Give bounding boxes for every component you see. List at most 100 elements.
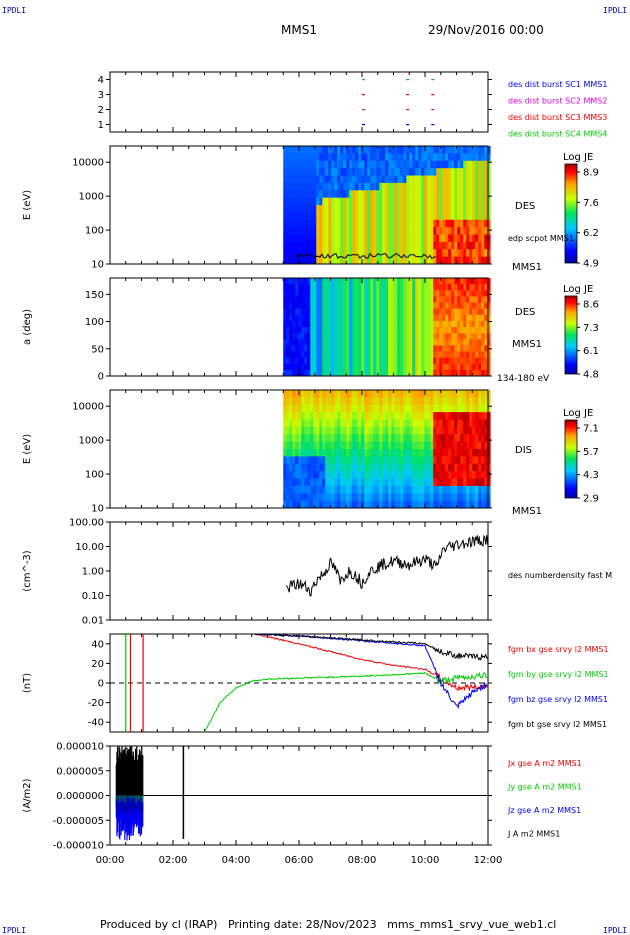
des-energy-heatmap-cell: [484, 219, 488, 228]
des-energy-heatmap-cell: [418, 190, 422, 199]
des-pitch-heatmap-cell: [481, 369, 485, 377]
dis-energy-heatmap-cell: [418, 412, 422, 420]
des-pitch-heatmap-cell: [460, 302, 464, 310]
dis-energy-heatmap-cell: [487, 493, 491, 502]
des-pitch-heatmap-cell: [307, 333, 311, 340]
des-pitch-heatmap-cell: [418, 290, 422, 297]
des-energy-heatmap-cell: [400, 234, 404, 243]
dis-energy-heatmap-cell: [325, 493, 329, 502]
des-energy-heatmap-cell: [391, 146, 395, 154]
des-energy-heatmap-cell: [451, 227, 455, 235]
des-energy-species-label: DES: [515, 201, 535, 212]
dis-energy-colorbar-label: 5.7: [583, 447, 599, 458]
dis-energy-heatmap-cell: [382, 404, 386, 413]
des-energy-heatmap-cell: [370, 227, 374, 235]
dis-energy-heatmap-cell: [367, 434, 371, 443]
des-energy-heatmap-cell: [463, 249, 467, 258]
des-pitch-heatmap-cell: [415, 369, 419, 377]
dis-energy-heatmap-cell: [442, 449, 446, 457]
des-energy-heatmap-cell: [364, 146, 368, 154]
des-pitch-heatmap-cell: [439, 333, 443, 340]
des-energy-heatmap-cell: [337, 175, 341, 184]
dis-energy-heatmap-cell: [313, 397, 317, 406]
des-energy-heatmap-cell: [436, 219, 440, 228]
dis-energy-heatmap-cell: [451, 426, 455, 435]
dis-energy-heatmap-cell: [355, 485, 359, 494]
des-energy-heatmap-cell: [307, 219, 311, 228]
des-pitch-heatmap-cell: [448, 290, 452, 297]
dis-energy-heatmap-cell: [304, 449, 308, 457]
dis-energy-heatmap-cell: [412, 500, 416, 509]
des-energy-heatmap-cell: [349, 190, 353, 199]
dis-energy-heatmap-cell: [391, 485, 395, 494]
des-energy-heatmap-cell: [484, 241, 488, 250]
des-pitch-heatmap-cell: [304, 369, 308, 377]
density-frame: [109, 521, 489, 621]
des-energy-heatmap-cell: [382, 227, 386, 235]
des-energy-heatmap-cell: [364, 197, 368, 206]
des-pitch-heatmap-cell: [418, 363, 422, 371]
des-pitch-heatmap-cell: [397, 278, 401, 285]
des-pitch-heatmap-cell: [409, 314, 413, 322]
des-pitch-heatmap-cell: [340, 357, 344, 365]
des-energy-heatmap-cell: [328, 212, 332, 221]
dis-energy-heatmap-cell: [328, 419, 332, 428]
des-pitch-heatmap-cell: [337, 278, 341, 285]
des-energy-colorbar-label: 8.9: [583, 168, 599, 179]
dis-energy-heatmap-cell: [412, 426, 416, 435]
des-energy-heatmap-cell: [448, 160, 452, 169]
dis-energy-heatmap-cell: [412, 493, 416, 502]
des-pitch-heatmap-cell: [469, 363, 473, 371]
des-energy-heatmap-cell: [319, 205, 323, 213]
des-pitch-heatmap-cell: [448, 296, 452, 303]
des-pitch-heatmap-cell: [415, 314, 419, 322]
dis-energy-heatmap-cell: [388, 419, 392, 428]
dis-energy-heatmap-cell: [403, 426, 407, 435]
des-energy-heatmap-cell: [481, 249, 485, 258]
des-energy-heatmap-cell: [430, 160, 434, 169]
des-energy-heatmap-cell: [358, 175, 362, 184]
des-pitch-heatmap-cell: [370, 290, 374, 297]
dis-energy-heatmap-cell: [409, 485, 413, 494]
des-energy-heatmap-cell: [331, 182, 335, 191]
des-pitch-heatmap-cell: [439, 345, 443, 352]
des-energy-heatmap-cell: [370, 212, 374, 221]
des-energy-heatmap-cell: [475, 153, 479, 162]
current-legend-3: Jz gse A m2 MMS1: [507, 806, 581, 815]
dis-energy-heatmap-cell: [379, 463, 383, 472]
dis-energy-heatmap-cell: [322, 419, 326, 428]
des-energy-heatmap-cell: [415, 212, 419, 221]
des-pitch-heatmap-cell: [478, 351, 482, 359]
des-energy-heatmap-cell: [418, 256, 422, 265]
burst-mark-2: [431, 109, 435, 111]
des-energy-heatmap-cell: [292, 205, 296, 213]
des-pitch-heatmap-cell: [466, 363, 470, 371]
dis-energy-heatmap-cell: [355, 390, 359, 398]
dis-energy-heatmap-cell: [340, 412, 344, 420]
des-pitch-heatmap-cell: [346, 333, 350, 340]
dis-energy-heatmap-cell: [349, 463, 353, 472]
des-energy-heatmap-cell: [304, 241, 308, 250]
dis-energy-heatmap-cell: [415, 471, 419, 479]
dis-energy-heatmap-cell: [463, 419, 467, 428]
dis-energy-heatmap-cell: [448, 449, 452, 457]
des-energy-heatmap-cell: [310, 219, 314, 228]
des-pitch-heatmap-cell: [451, 302, 455, 310]
dis-energy-heatmap-cell: [361, 478, 365, 487]
des-pitch-heatmap-cell: [370, 363, 374, 371]
des-pitch-heatmap-cell: [418, 327, 422, 334]
dis-energy-heatmap-cell: [436, 449, 440, 457]
des-energy-heatmap-cell: [358, 234, 362, 243]
dis-energy-heatmap-cell: [304, 485, 308, 494]
des-pitch-heatmap-cell: [385, 357, 389, 365]
des-pitch-heatmap-cell: [484, 320, 488, 328]
dis-energy-heatmap-cell: [391, 493, 395, 502]
dis-energy-heatmap-cell: [376, 412, 380, 420]
des-energy-heatmap-cell: [460, 227, 464, 235]
des-energy-heatmap-cell: [376, 146, 380, 154]
dis-energy-heatmap-cell: [361, 493, 365, 502]
des-energy-heatmap-cell: [328, 182, 332, 191]
dis-energy-heatmap-cell: [367, 449, 371, 457]
des-energy-heatmap-cell: [454, 212, 458, 221]
des-pitch-heatmap-cell: [436, 278, 440, 285]
